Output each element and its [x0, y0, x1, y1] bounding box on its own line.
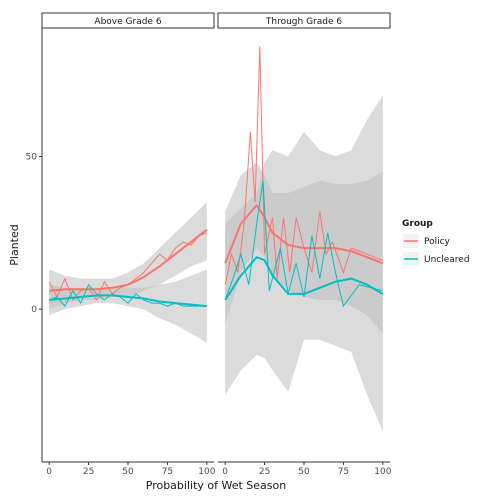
raw-line-uncleared: [49, 283, 207, 307]
x-tick-label: 25: [259, 467, 270, 477]
confidence-band-uncleared: [225, 95, 383, 432]
facet-strip: [217, 12, 391, 29]
facet-strip: [41, 12, 215, 29]
facet-strip-label: Above Grade 6: [94, 17, 161, 27]
raw-line-uncleared: [224, 180, 383, 308]
y-tick-label: 50: [26, 152, 38, 162]
legend-title: Group: [402, 219, 433, 229]
x-tick-label: 0: [46, 467, 52, 477]
x-axis-title: Probability of Wet Season: [146, 479, 287, 492]
smooth-line-uncleared: [224, 256, 384, 301]
x-tick-label: 100: [374, 467, 391, 477]
facet-strip-label: Through Grade 6: [265, 17, 342, 27]
smooth-line-policy: [49, 228, 208, 292]
x-tick-label: 50: [122, 467, 134, 477]
y-tick-label: 0: [31, 305, 37, 315]
x-tick-label: 75: [338, 467, 349, 477]
x-tick-label: 25: [83, 467, 94, 477]
y-axis-title: Planted: [8, 224, 21, 265]
smooth-line-uncleared: [49, 294, 207, 308]
x-tick-label: 100: [198, 467, 215, 477]
x-tick-label: 75: [162, 467, 173, 477]
x-tick-label: 50: [298, 467, 310, 477]
legend-label-policy: Policy: [424, 237, 451, 247]
legend-label-uncleared: Uncleared: [424, 255, 470, 265]
x-tick-label: 0: [222, 467, 228, 477]
confidence-band-policy: [49, 202, 207, 310]
smooth-line-policy: [224, 204, 384, 265]
